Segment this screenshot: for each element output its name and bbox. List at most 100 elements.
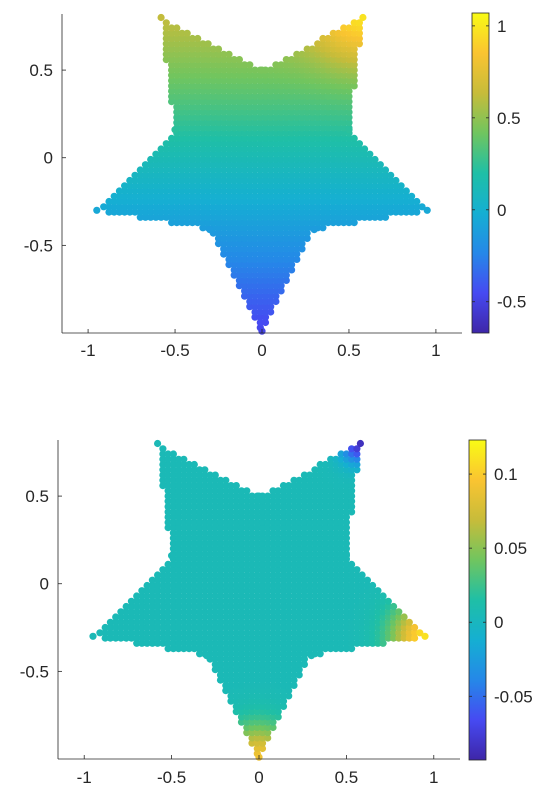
data-point xyxy=(190,597,198,605)
data-point xyxy=(230,103,238,111)
data-point xyxy=(279,513,288,521)
data-point xyxy=(169,608,177,616)
data-point xyxy=(269,608,277,616)
data-point xyxy=(241,282,249,290)
data-point xyxy=(258,692,267,700)
data-point xyxy=(327,634,335,642)
data-point xyxy=(288,224,296,232)
data-point xyxy=(230,66,238,74)
data-point xyxy=(272,140,280,148)
data-point xyxy=(201,608,209,616)
data-point xyxy=(138,623,146,632)
data-point xyxy=(227,687,235,695)
data-point xyxy=(293,150,301,158)
data-point xyxy=(303,161,311,169)
data-point xyxy=(180,503,188,511)
data-point xyxy=(143,634,151,642)
data-point xyxy=(194,203,202,211)
data-point xyxy=(206,476,214,484)
data-point xyxy=(230,192,238,200)
data-point xyxy=(397,203,405,211)
data-point xyxy=(169,450,177,458)
data-point xyxy=(285,618,293,626)
data-point xyxy=(290,639,298,647)
data-point xyxy=(241,213,249,221)
data-point xyxy=(321,534,329,542)
data-point xyxy=(300,597,308,605)
data-point xyxy=(358,613,366,621)
data-point xyxy=(178,171,186,179)
data-point xyxy=(173,192,181,200)
data-point xyxy=(164,497,172,505)
data-point xyxy=(227,602,235,611)
data-point xyxy=(227,629,235,637)
data-point xyxy=(196,471,204,479)
data-point xyxy=(173,134,181,142)
data-point xyxy=(206,608,214,616)
data-point xyxy=(256,224,264,232)
data-point xyxy=(168,61,176,69)
data-point xyxy=(248,597,256,605)
data-point xyxy=(230,140,238,148)
data-point xyxy=(169,529,177,537)
data-point xyxy=(222,545,230,553)
data-point xyxy=(251,240,259,248)
data-point xyxy=(306,560,314,569)
data-point xyxy=(306,566,314,574)
data-point xyxy=(295,524,303,532)
data-point xyxy=(381,187,390,195)
data-point xyxy=(421,632,429,640)
data-point xyxy=(168,150,176,158)
data-point xyxy=(321,581,329,590)
data-point xyxy=(253,629,261,637)
data-point xyxy=(164,560,172,569)
data-point xyxy=(230,61,238,69)
data-point xyxy=(267,203,275,211)
data-point xyxy=(164,482,172,490)
data-point xyxy=(246,171,254,179)
data-point xyxy=(216,571,225,579)
data-point xyxy=(324,140,332,148)
data-point xyxy=(267,187,275,195)
data-point xyxy=(258,723,267,732)
data-point xyxy=(204,124,212,132)
data-point xyxy=(288,261,296,269)
data-point xyxy=(329,150,337,158)
data-point xyxy=(374,592,382,600)
data-point xyxy=(251,87,259,95)
data-point xyxy=(264,723,272,732)
data-point xyxy=(164,466,172,474)
data-point xyxy=(298,219,306,227)
data-point xyxy=(298,192,306,200)
data-point xyxy=(350,56,358,64)
data-point xyxy=(258,697,267,705)
data-point xyxy=(178,134,186,142)
data-point xyxy=(395,623,403,632)
data-point xyxy=(303,134,311,142)
data-point xyxy=(395,618,403,626)
data-point xyxy=(340,213,348,221)
data-point xyxy=(235,71,243,79)
data-point xyxy=(340,61,348,69)
data-point xyxy=(178,124,186,132)
data-point xyxy=(243,524,251,532)
data-point xyxy=(337,613,345,621)
data-point xyxy=(211,623,219,632)
data-point xyxy=(340,197,348,206)
data-point xyxy=(143,618,151,626)
data-point xyxy=(227,487,235,495)
data-point xyxy=(316,471,324,479)
data-point xyxy=(298,77,306,85)
data-point xyxy=(154,629,162,637)
data-point xyxy=(230,171,238,179)
data-point xyxy=(251,266,259,274)
data-point xyxy=(164,623,172,632)
data-point xyxy=(334,40,343,48)
data-point xyxy=(214,71,223,79)
data-point xyxy=(175,534,183,542)
data-point xyxy=(126,208,134,216)
data-point xyxy=(185,518,193,527)
data-point xyxy=(157,197,165,206)
data-point xyxy=(355,208,363,216)
data-point xyxy=(361,197,369,206)
